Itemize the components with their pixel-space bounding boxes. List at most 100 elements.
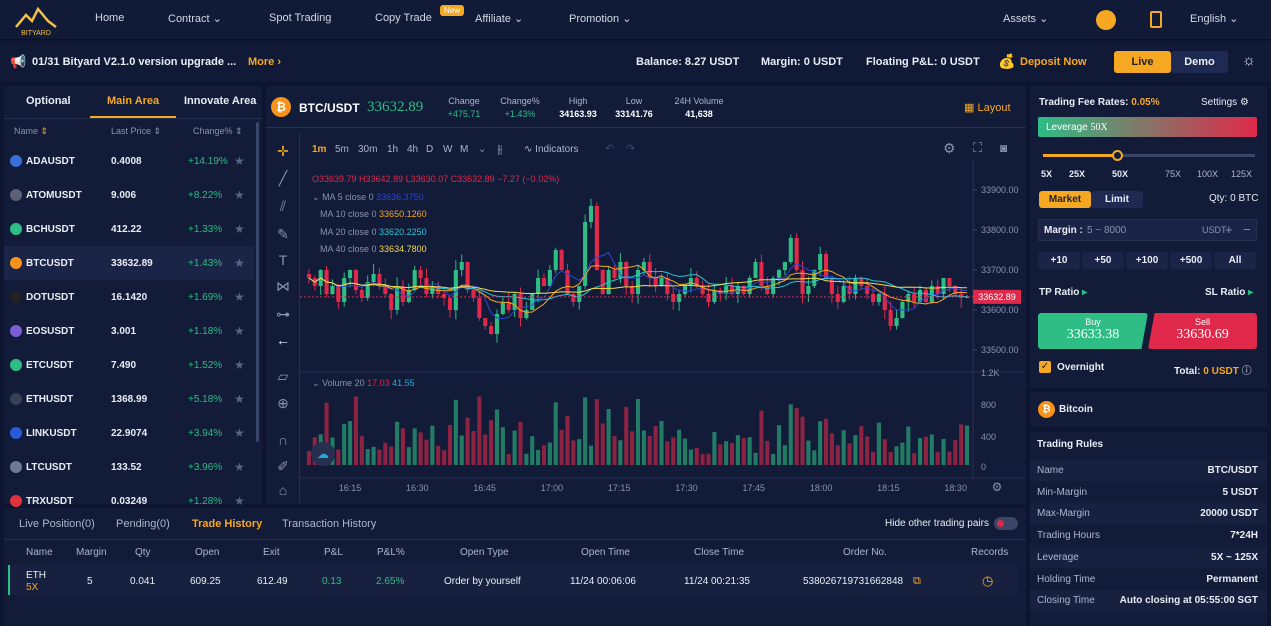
overnight-checkbox[interactable]: ✓ bbox=[1039, 361, 1051, 373]
star-icon[interactable]: ★ bbox=[234, 154, 245, 168]
star-icon[interactable]: ★ bbox=[234, 358, 245, 372]
tab-transaction-history[interactable]: Transaction History bbox=[282, 518, 377, 530]
margin-input[interactable]: 5 ~ 8000 bbox=[1087, 225, 1127, 236]
redo-icon[interactable]: ↷ bbox=[626, 143, 636, 155]
lock-pencil-icon[interactable]: ✐ bbox=[277, 458, 289, 474]
interval-1m[interactable]: 1m bbox=[312, 144, 327, 155]
live-toggle[interactable]: Live bbox=[1114, 51, 1171, 73]
market-order-tab[interactable]: Market bbox=[1039, 191, 1091, 208]
market-scrollbar[interactable] bbox=[256, 122, 259, 442]
star-icon[interactable]: ★ bbox=[234, 222, 245, 236]
notice-text[interactable]: 01/31 Bityard V2.1.0 version upgrade ... bbox=[32, 56, 237, 68]
tp-ratio-button[interactable]: TP Ratio ▸ bbox=[1039, 287, 1087, 298]
language-selector[interactable]: English ⌄ bbox=[1190, 12, 1238, 25]
indicators-button[interactable]: ∿ Indicators bbox=[524, 144, 579, 155]
interval-1h[interactable]: 1h bbox=[387, 144, 399, 155]
tradingview-logo-icon[interactable]: ☁ bbox=[311, 442, 335, 466]
nav-affiliate[interactable]: Affiliate ⌄ bbox=[475, 12, 523, 25]
margin-input-box[interactable]: Margin : 5 ~ 8000 USDT + − bbox=[1038, 219, 1257, 241]
fullscreen-icon[interactable]: ⛶ bbox=[973, 140, 983, 155]
trendline-icon[interactable]: ╱ bbox=[278, 170, 288, 186]
brush-icon[interactable]: ✎ bbox=[277, 226, 289, 242]
market-row[interactable]: LINKUSDT 22.9074 +3.94% ★ bbox=[10, 416, 250, 450]
leverage-mark[interactable]: 125X bbox=[1231, 169, 1253, 179]
bityard-logo[interactable]: BITYARD bbox=[12, 3, 60, 37]
minus-icon[interactable]: − bbox=[1243, 222, 1251, 237]
user-avatar-icon[interactable] bbox=[1096, 10, 1116, 30]
tab-main-area[interactable]: Main Area bbox=[107, 95, 160, 107]
market-row[interactable]: ETCUSDT 7.490 +1.52% ★ bbox=[10, 348, 250, 382]
nav-home[interactable]: Home bbox=[95, 12, 125, 24]
records-clock-icon[interactable]: ◷ bbox=[982, 573, 994, 588]
text-tool-icon[interactable]: T bbox=[278, 252, 288, 268]
nav-promotion[interactable]: Promotion ⌄ bbox=[569, 12, 631, 25]
undo-icon[interactable]: ↶ bbox=[605, 143, 615, 155]
lock-icon[interactable]: ⌂ bbox=[278, 482, 288, 498]
interval-dropdown-icon[interactable]: ⌄ bbox=[478, 144, 487, 155]
leverage-mark[interactable]: 25X bbox=[1069, 169, 1086, 179]
pattern-icon[interactable]: ⋈ bbox=[276, 278, 290, 294]
measure-icon[interactable]: ⊶ bbox=[276, 306, 290, 322]
nav-contract[interactable]: Contract ⌄ bbox=[168, 12, 222, 25]
sell-button[interactable]: Sell 33630.69 bbox=[1148, 313, 1257, 349]
parallel-lines-icon[interactable]: ⫽ bbox=[279, 198, 287, 214]
col-name-header[interactable]: Name ⇕ bbox=[14, 126, 48, 137]
market-row[interactable]: BTCUSDT 33632.89 +1.43% ★ bbox=[4, 246, 254, 280]
interval-D[interactable]: D bbox=[426, 144, 434, 155]
nav-copy-trade[interactable]: Copy Trade bbox=[375, 12, 432, 24]
market-row[interactable]: ETHUSDT 1368.99 +5.18% ★ bbox=[10, 382, 250, 416]
more-link[interactable]: More › bbox=[248, 56, 282, 68]
leverage-mark[interactable]: 75X bbox=[1165, 169, 1182, 179]
interval-30m[interactable]: 30m bbox=[358, 144, 378, 155]
market-row[interactable]: BCHUSDT 412.22 +1.33% ★ bbox=[10, 212, 250, 246]
buy-button[interactable]: Buy 33633.38 bbox=[1038, 313, 1148, 349]
nav-assets[interactable]: Assets ⌄ bbox=[1003, 12, 1048, 25]
tab-trade-history[interactable]: Trade History bbox=[192, 518, 263, 530]
star-icon[interactable]: ★ bbox=[234, 290, 245, 304]
history-row[interactable] bbox=[8, 565, 1018, 595]
ruler-icon[interactable]: ▱ bbox=[277, 368, 289, 384]
layout-button[interactable]: ▦ Layout bbox=[964, 101, 1011, 114]
magnet-icon[interactable]: ∩ bbox=[277, 432, 289, 448]
plus-icon[interactable]: + bbox=[1225, 222, 1233, 237]
theme-sun-icon[interactable]: ☼ bbox=[1242, 52, 1256, 69]
tab-pending[interactable]: Pending(0) bbox=[116, 518, 170, 530]
limit-order-tab[interactable]: Limit bbox=[1091, 191, 1143, 208]
star-icon[interactable]: ★ bbox=[234, 188, 245, 202]
market-row[interactable]: LTCUSDT 133.52 +3.96% ★ bbox=[10, 450, 250, 484]
quick-amount-button[interactable]: +100 bbox=[1126, 252, 1168, 269]
leverage-slider-track[interactable] bbox=[1043, 154, 1255, 157]
quick-amount-button[interactable]: +50 bbox=[1082, 252, 1124, 269]
col-change-header[interactable]: Change% ⇕ bbox=[193, 126, 243, 136]
col-price-header[interactable]: Last Price ⇕ bbox=[111, 126, 162, 136]
interval-4h[interactable]: 4h bbox=[407, 144, 419, 155]
demo-toggle[interactable]: Demo bbox=[1171, 51, 1228, 73]
collapse-icon[interactable]: ⌄ bbox=[312, 378, 320, 388]
crosshair-icon[interactable]: ✛ bbox=[277, 143, 289, 159]
leverage-mark[interactable]: 100X bbox=[1197, 169, 1219, 179]
star-icon[interactable]: ★ bbox=[234, 460, 245, 474]
download-app-icon[interactable] bbox=[1150, 11, 1162, 28]
quick-amount-button[interactable]: +10 bbox=[1038, 252, 1080, 269]
back-arrow-icon[interactable]: ← bbox=[276, 332, 290, 348]
sl-ratio-button[interactable]: SL Ratio ▸ bbox=[1205, 287, 1253, 298]
star-icon[interactable]: ★ bbox=[234, 324, 245, 338]
tab-optional[interactable]: Optional bbox=[26, 95, 71, 107]
candle-style-icon[interactable]: ⫵ bbox=[497, 142, 503, 156]
star-icon[interactable]: ★ bbox=[234, 426, 245, 440]
hide-other-pairs-toggle[interactable] bbox=[994, 517, 1018, 530]
candlestick-chart[interactable]: 33900.00 33800.00 33700.00 33600.00 33500.00… bbox=[300, 160, 1024, 505]
market-row[interactable]: EOSUSDT 3.001 +1.18% ★ bbox=[10, 314, 250, 348]
zoom-in-icon[interactable]: ⊕ bbox=[277, 395, 289, 411]
camera-icon[interactable]: ◙ bbox=[1000, 141, 1008, 155]
leverage-mark[interactable]: 5X bbox=[1041, 169, 1053, 179]
tab-live-position[interactable]: Live Position(0) bbox=[19, 518, 95, 530]
collapse-icon[interactable]: ⌄ bbox=[312, 191, 320, 202]
info-icon[interactable]: ⓘ bbox=[1241, 366, 1252, 377]
interval-M[interactable]: M bbox=[460, 144, 469, 155]
quick-amount-button[interactable]: All bbox=[1214, 252, 1256, 269]
chart-settings-icon[interactable]: ⚙ bbox=[943, 140, 956, 156]
market-row[interactable]: DOTUSDT 16.1420 +1.69% ★ bbox=[10, 280, 250, 314]
star-icon[interactable]: ★ bbox=[234, 392, 245, 406]
nav-spot-trading[interactable]: Spot Trading bbox=[269, 12, 332, 24]
